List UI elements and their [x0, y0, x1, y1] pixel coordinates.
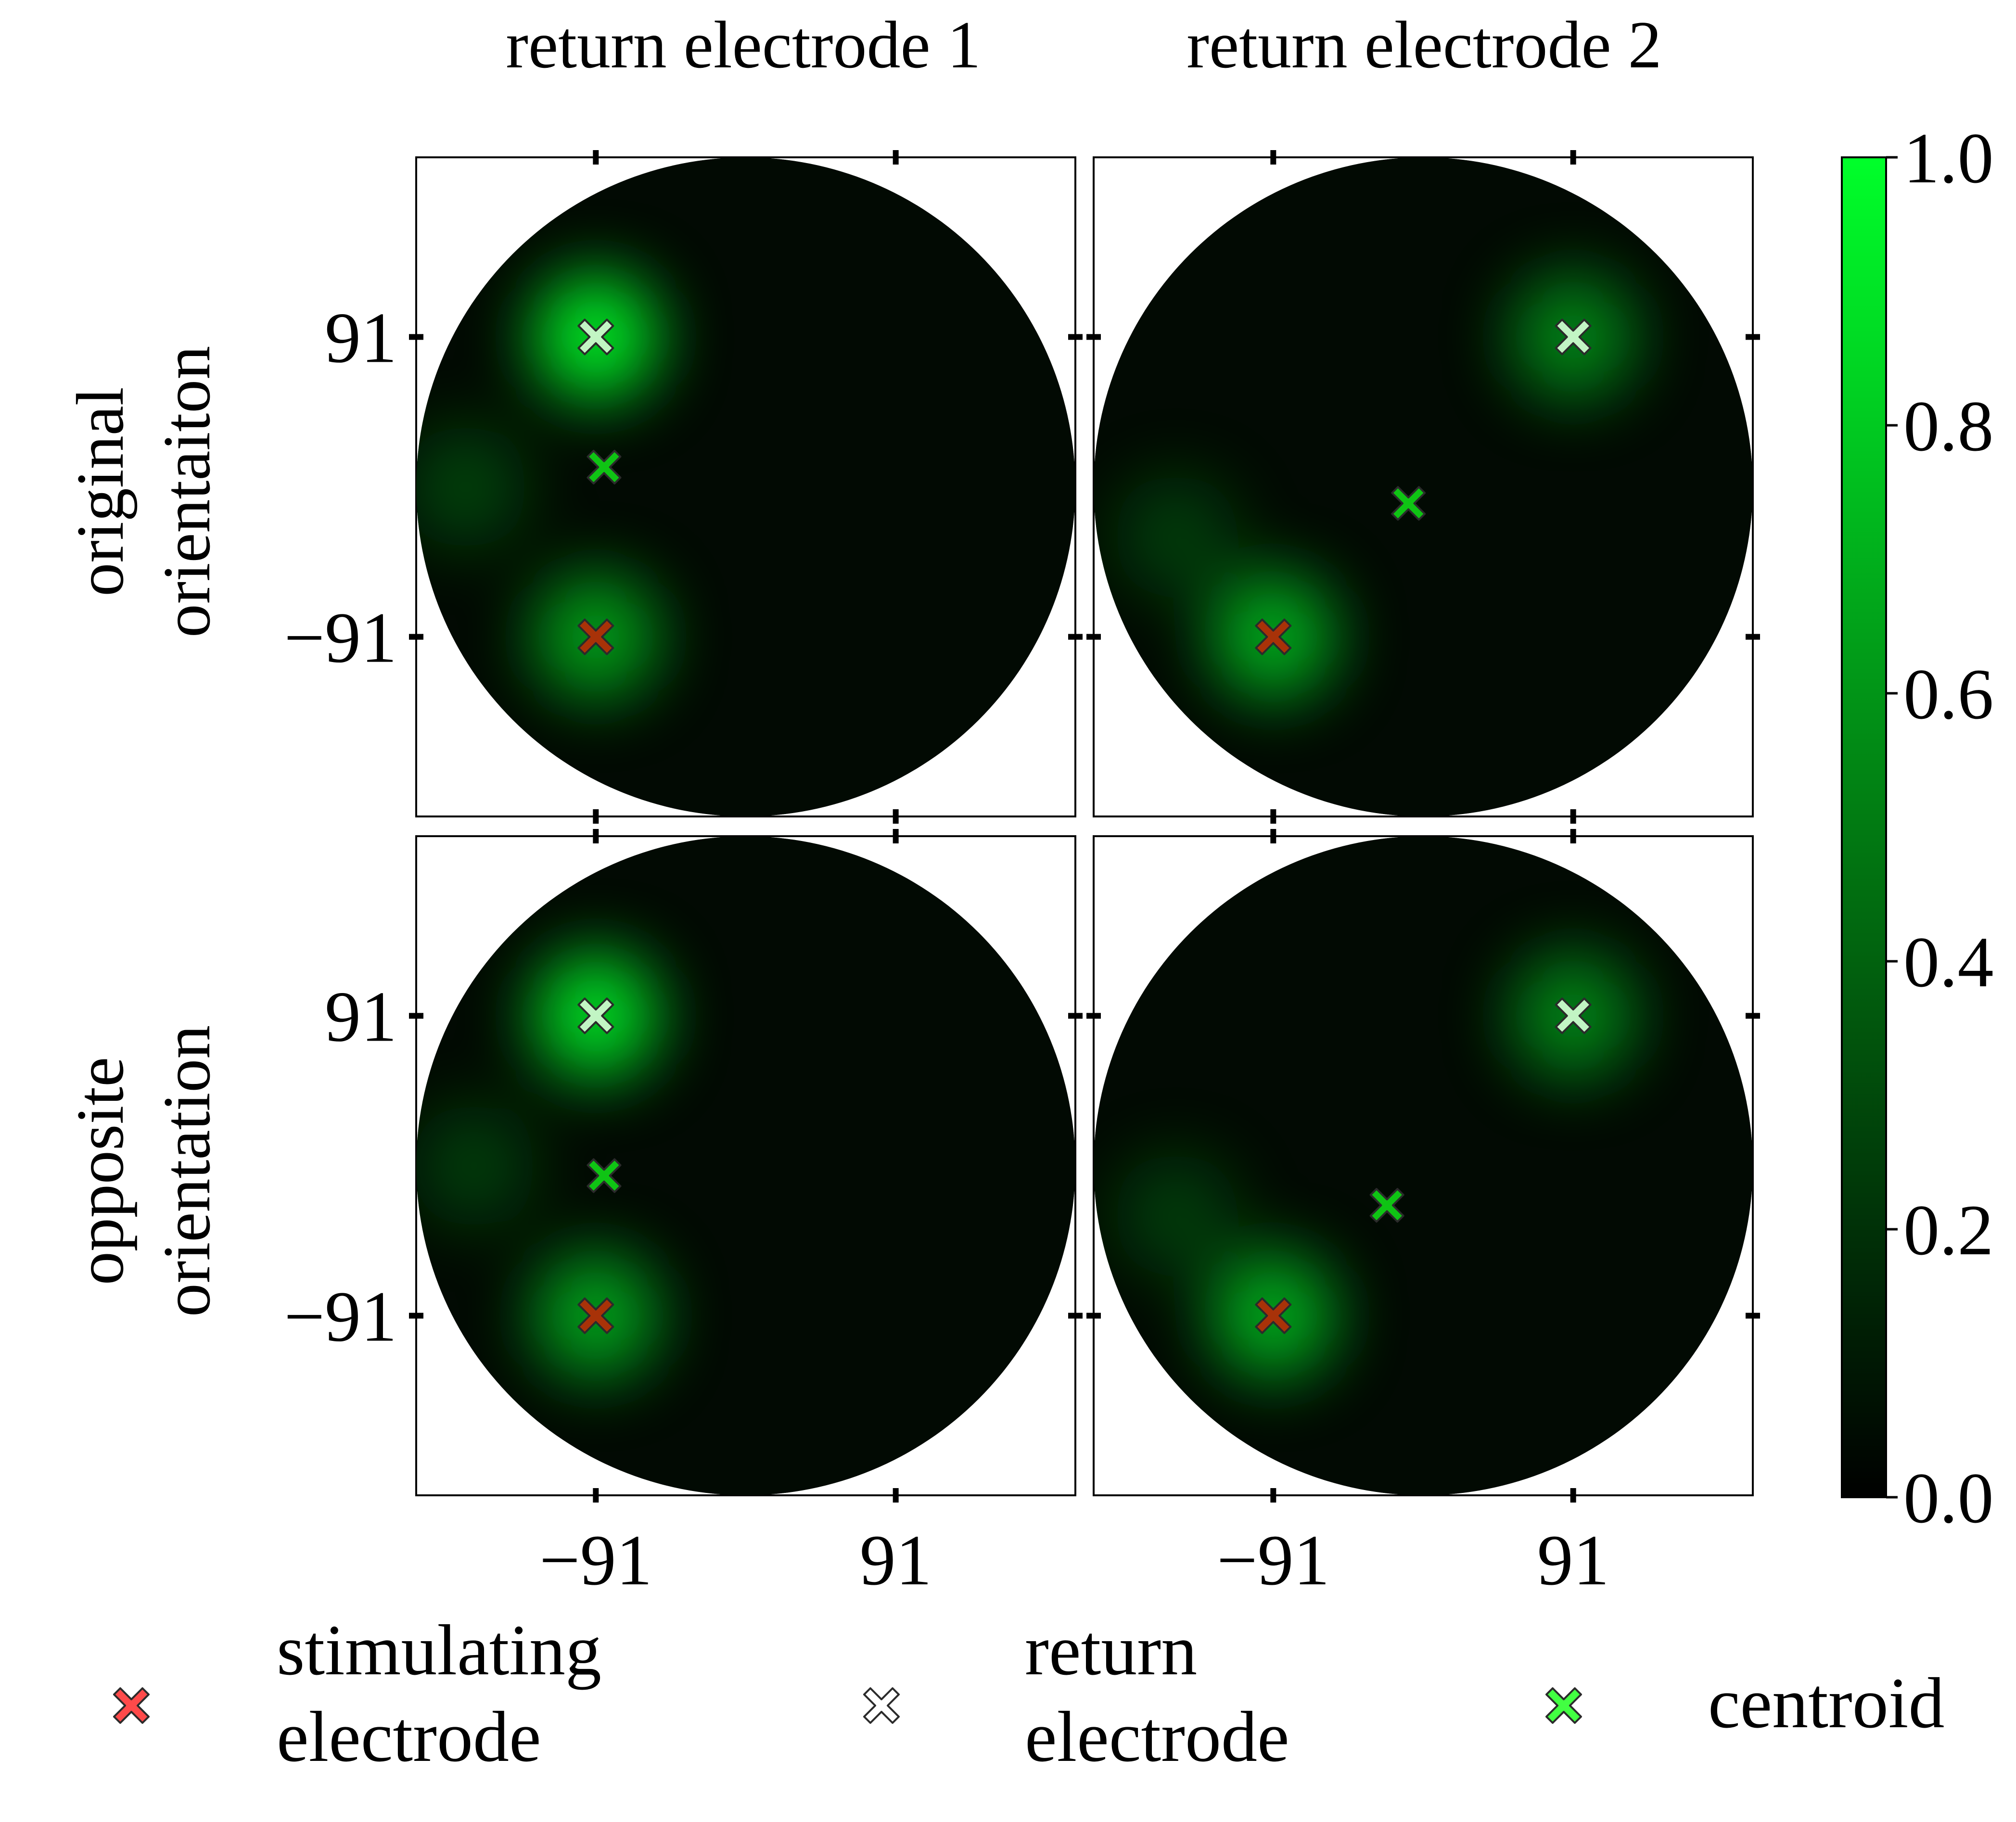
centroid-marker: [1391, 486, 1426, 521]
centroid-marker: [587, 449, 622, 484]
y-tick-label: −91: [284, 598, 397, 678]
panel-2-2: −91 91: [1086, 829, 1760, 1600]
panel-1-1: 91 −91: [284, 150, 1083, 824]
heatmap-area: [1094, 836, 1753, 1495]
panel-2-1: −91 91 91 −91: [284, 829, 1083, 1600]
legend-entry-3: centroid: [1545, 1663, 1944, 1743]
y-tick-label: −91: [284, 1277, 397, 1357]
x-tick-label: 91: [1537, 1520, 1609, 1600]
heat-blob: [416, 1103, 537, 1229]
stimulating-electrode-marker: [1255, 1297, 1292, 1334]
row-title-1: original orientaiton: [63, 346, 224, 637]
stimulating-electrode-marker: [1255, 618, 1292, 655]
panels: 91 −91 −91 91 91 −91 −91 91: [284, 150, 1760, 1600]
return-electrode-marker: [1555, 319, 1592, 356]
legend-label-line: electrode: [277, 1697, 541, 1777]
centroid-marker: [587, 1158, 622, 1193]
return-electrode-marker: [577, 319, 614, 356]
legend-marker-icon: [113, 1687, 150, 1724]
row-title-2-line-2: orientation: [150, 1025, 224, 1317]
row-title-2-line-1: opposite: [63, 1057, 138, 1285]
y-tick-label: 91: [325, 977, 397, 1057]
column-title-2: return electrode 2: [1187, 8, 1661, 82]
legend-label: centroid: [1708, 1663, 1944, 1743]
colorbar-ticks: 0.0 0.2 0.4 0.6 0.8 1.0: [1886, 118, 1994, 1538]
x-tick-label: 91: [860, 1520, 932, 1600]
panel-1-2: [1086, 150, 1760, 824]
colorbar-tick-label: 0.8: [1903, 386, 1994, 466]
return-electrode-marker: [577, 997, 614, 1034]
colorbar-tick-label: 0.6: [1903, 654, 1994, 734]
legend-label-line: stimulating: [277, 1610, 601, 1690]
heatmap-area: [1094, 157, 1753, 816]
heat-blob: [1113, 473, 1239, 599]
colorbar-tick-label: 0.4: [1903, 922, 1994, 1002]
column-title-1: return electrode 1: [506, 8, 981, 82]
colorbar-tick-label: 0.0: [1903, 1458, 1994, 1538]
row-title-1-line-1: original: [63, 387, 138, 596]
legend-label-line: electrode: [1025, 1697, 1289, 1777]
legend-label-line: return: [1025, 1610, 1197, 1690]
stimulating-electrode-marker: [577, 618, 614, 655]
colorbar-tick-label: 0.2: [1903, 1190, 1994, 1270]
return-electrode-marker: [1555, 997, 1592, 1034]
colorbar-gradient: [1841, 156, 1887, 1498]
row-title-1-line-2: orientaiton: [150, 346, 224, 637]
stimulating-electrode-marker: [577, 1297, 614, 1334]
colorbar: 0.0 0.2 0.4 0.6 0.8 1.0: [1841, 118, 1994, 1538]
legend-marker-icon: [1545, 1687, 1582, 1724]
x-tick-label: −91: [539, 1520, 652, 1600]
legend-marker-icon: [863, 1687, 900, 1724]
colorbar-tick-label: 1.0: [1903, 118, 1994, 198]
heat-blob: [416, 424, 528, 550]
x-tick-label: −91: [1217, 1520, 1330, 1600]
heat-blob: [1113, 1152, 1239, 1278]
centroid-marker: [1369, 1188, 1404, 1223]
row-title-2: opposite orientation: [63, 1025, 224, 1317]
heatmap-area: [416, 836, 1075, 1495]
y-tick-label: 91: [325, 298, 397, 378]
